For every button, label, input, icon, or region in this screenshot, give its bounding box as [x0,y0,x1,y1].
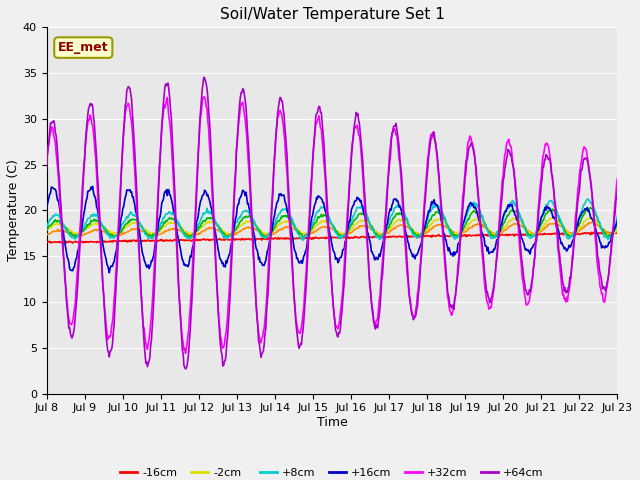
Text: EE_met: EE_met [58,41,109,54]
Legend: -16cm, -8cm, -2cm, +2cm, +8cm, +16cm, +32cm, +64cm: -16cm, -8cm, -2cm, +2cm, +8cm, +16cm, +3… [116,464,548,480]
X-axis label: Time: Time [317,416,348,429]
Y-axis label: Temperature (C): Temperature (C) [7,159,20,262]
Title: Soil/Water Temperature Set 1: Soil/Water Temperature Set 1 [220,7,444,22]
